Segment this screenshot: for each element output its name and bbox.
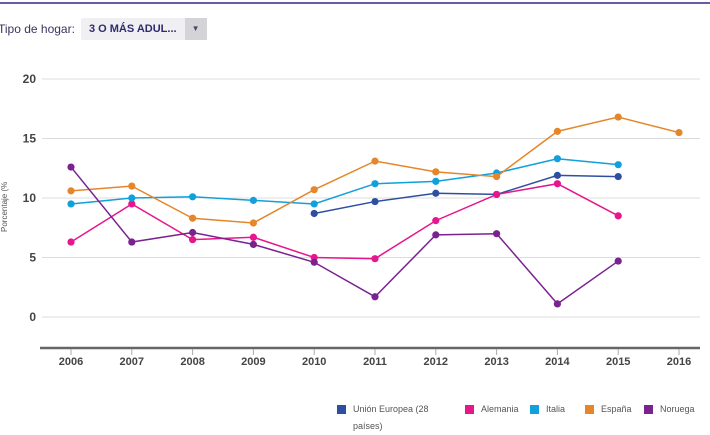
data-point xyxy=(249,240,257,249)
x-tick-label: 2010 xyxy=(302,356,326,368)
data-point xyxy=(614,212,622,220)
data-point xyxy=(614,172,622,181)
x-tick-label: 2013 xyxy=(484,356,508,368)
x-tick-label: 2007 xyxy=(120,356,144,368)
select-value: 3 O MÁS ADUL... xyxy=(88,23,177,35)
legend-label: Unión Europea (28 países) xyxy=(353,404,429,431)
data-point xyxy=(67,187,75,195)
legend-item[interactable]: Alemania xyxy=(465,404,519,414)
data-point xyxy=(371,180,379,188)
data-point xyxy=(310,209,318,218)
legend-label: España xyxy=(601,404,632,414)
data-point xyxy=(310,200,318,208)
series-line xyxy=(70,157,619,205)
legend-swatch xyxy=(337,405,346,414)
y-tick-label: 5 xyxy=(29,251,36,265)
data-point xyxy=(614,257,622,265)
data-point xyxy=(67,163,75,171)
data-point xyxy=(493,230,501,238)
data-point xyxy=(310,258,318,266)
data-point xyxy=(675,128,683,137)
legend-item[interactable]: Italia xyxy=(530,404,565,414)
series-line xyxy=(70,182,619,260)
legend-swatch xyxy=(644,405,653,414)
legend-label: Noruega xyxy=(660,404,695,414)
caret-down-icon[interactable]: ▼ xyxy=(184,18,207,40)
data-point xyxy=(432,189,440,197)
data-point xyxy=(67,200,75,208)
data-point xyxy=(371,255,379,263)
data-point xyxy=(432,177,440,185)
data-point xyxy=(493,190,501,199)
y-tick-label: 20 xyxy=(23,72,37,86)
y-tick-label: 10 xyxy=(23,191,37,205)
data-point xyxy=(553,155,562,163)
data-point xyxy=(553,300,562,308)
data-point xyxy=(371,293,379,301)
data-point xyxy=(432,231,440,239)
legend-item[interactable]: Noruega xyxy=(644,404,695,414)
data-point xyxy=(128,200,136,208)
data-point xyxy=(493,172,501,181)
data-point xyxy=(371,157,379,165)
data-point xyxy=(67,238,75,246)
x-tick-label: 2014 xyxy=(545,356,570,368)
data-point xyxy=(432,217,440,225)
x-tick-label: 2012 xyxy=(424,356,448,368)
legend-swatch xyxy=(530,405,539,414)
legend-item[interactable]: España xyxy=(585,404,632,414)
data-point xyxy=(614,161,622,169)
filter-label: Tipo de hogar: xyxy=(0,22,75,36)
household-type-select[interactable]: 3 O MÁS ADUL... ▼ xyxy=(80,18,207,40)
legend-swatch xyxy=(585,405,594,414)
data-point xyxy=(189,193,197,201)
data-point xyxy=(128,182,136,190)
data-point xyxy=(249,219,257,227)
y-tick-label: 0 xyxy=(29,310,36,324)
series-line xyxy=(70,116,680,224)
top-border xyxy=(0,2,710,4)
y-tick-label: 15 xyxy=(23,132,37,146)
x-tick-label: 2015 xyxy=(606,356,630,368)
x-tick-label: 2006 xyxy=(59,356,83,368)
data-point xyxy=(614,113,622,121)
data-point xyxy=(553,127,562,135)
household-type-filter: Tipo de hogar: 3 O MÁS ADUL... ▼ xyxy=(0,18,207,40)
data-point xyxy=(432,168,440,176)
series-line xyxy=(314,174,619,215)
data-point xyxy=(189,214,197,222)
data-point xyxy=(553,171,562,179)
y-axis-label: Porcentaje (% xyxy=(0,182,9,232)
data-point xyxy=(553,180,562,188)
data-point xyxy=(128,194,136,202)
data-point xyxy=(189,228,197,237)
data-point xyxy=(310,186,318,194)
data-point xyxy=(371,197,379,206)
legend-label: Alemania xyxy=(481,404,519,414)
x-tick-label: 2016 xyxy=(667,356,691,368)
x-tick-label: 2009 xyxy=(241,356,265,368)
x-tick-label: 2011 xyxy=(363,356,387,368)
data-point xyxy=(249,196,257,204)
series-line xyxy=(70,166,619,305)
legend-item[interactable]: Unión Europea (28 países) xyxy=(337,404,433,435)
data-point xyxy=(128,238,136,246)
legend-swatch xyxy=(465,405,474,414)
legend-label: Italia xyxy=(546,404,566,414)
data-point xyxy=(249,233,257,241)
data-point xyxy=(189,236,197,244)
x-tick-label: 2008 xyxy=(180,356,204,368)
